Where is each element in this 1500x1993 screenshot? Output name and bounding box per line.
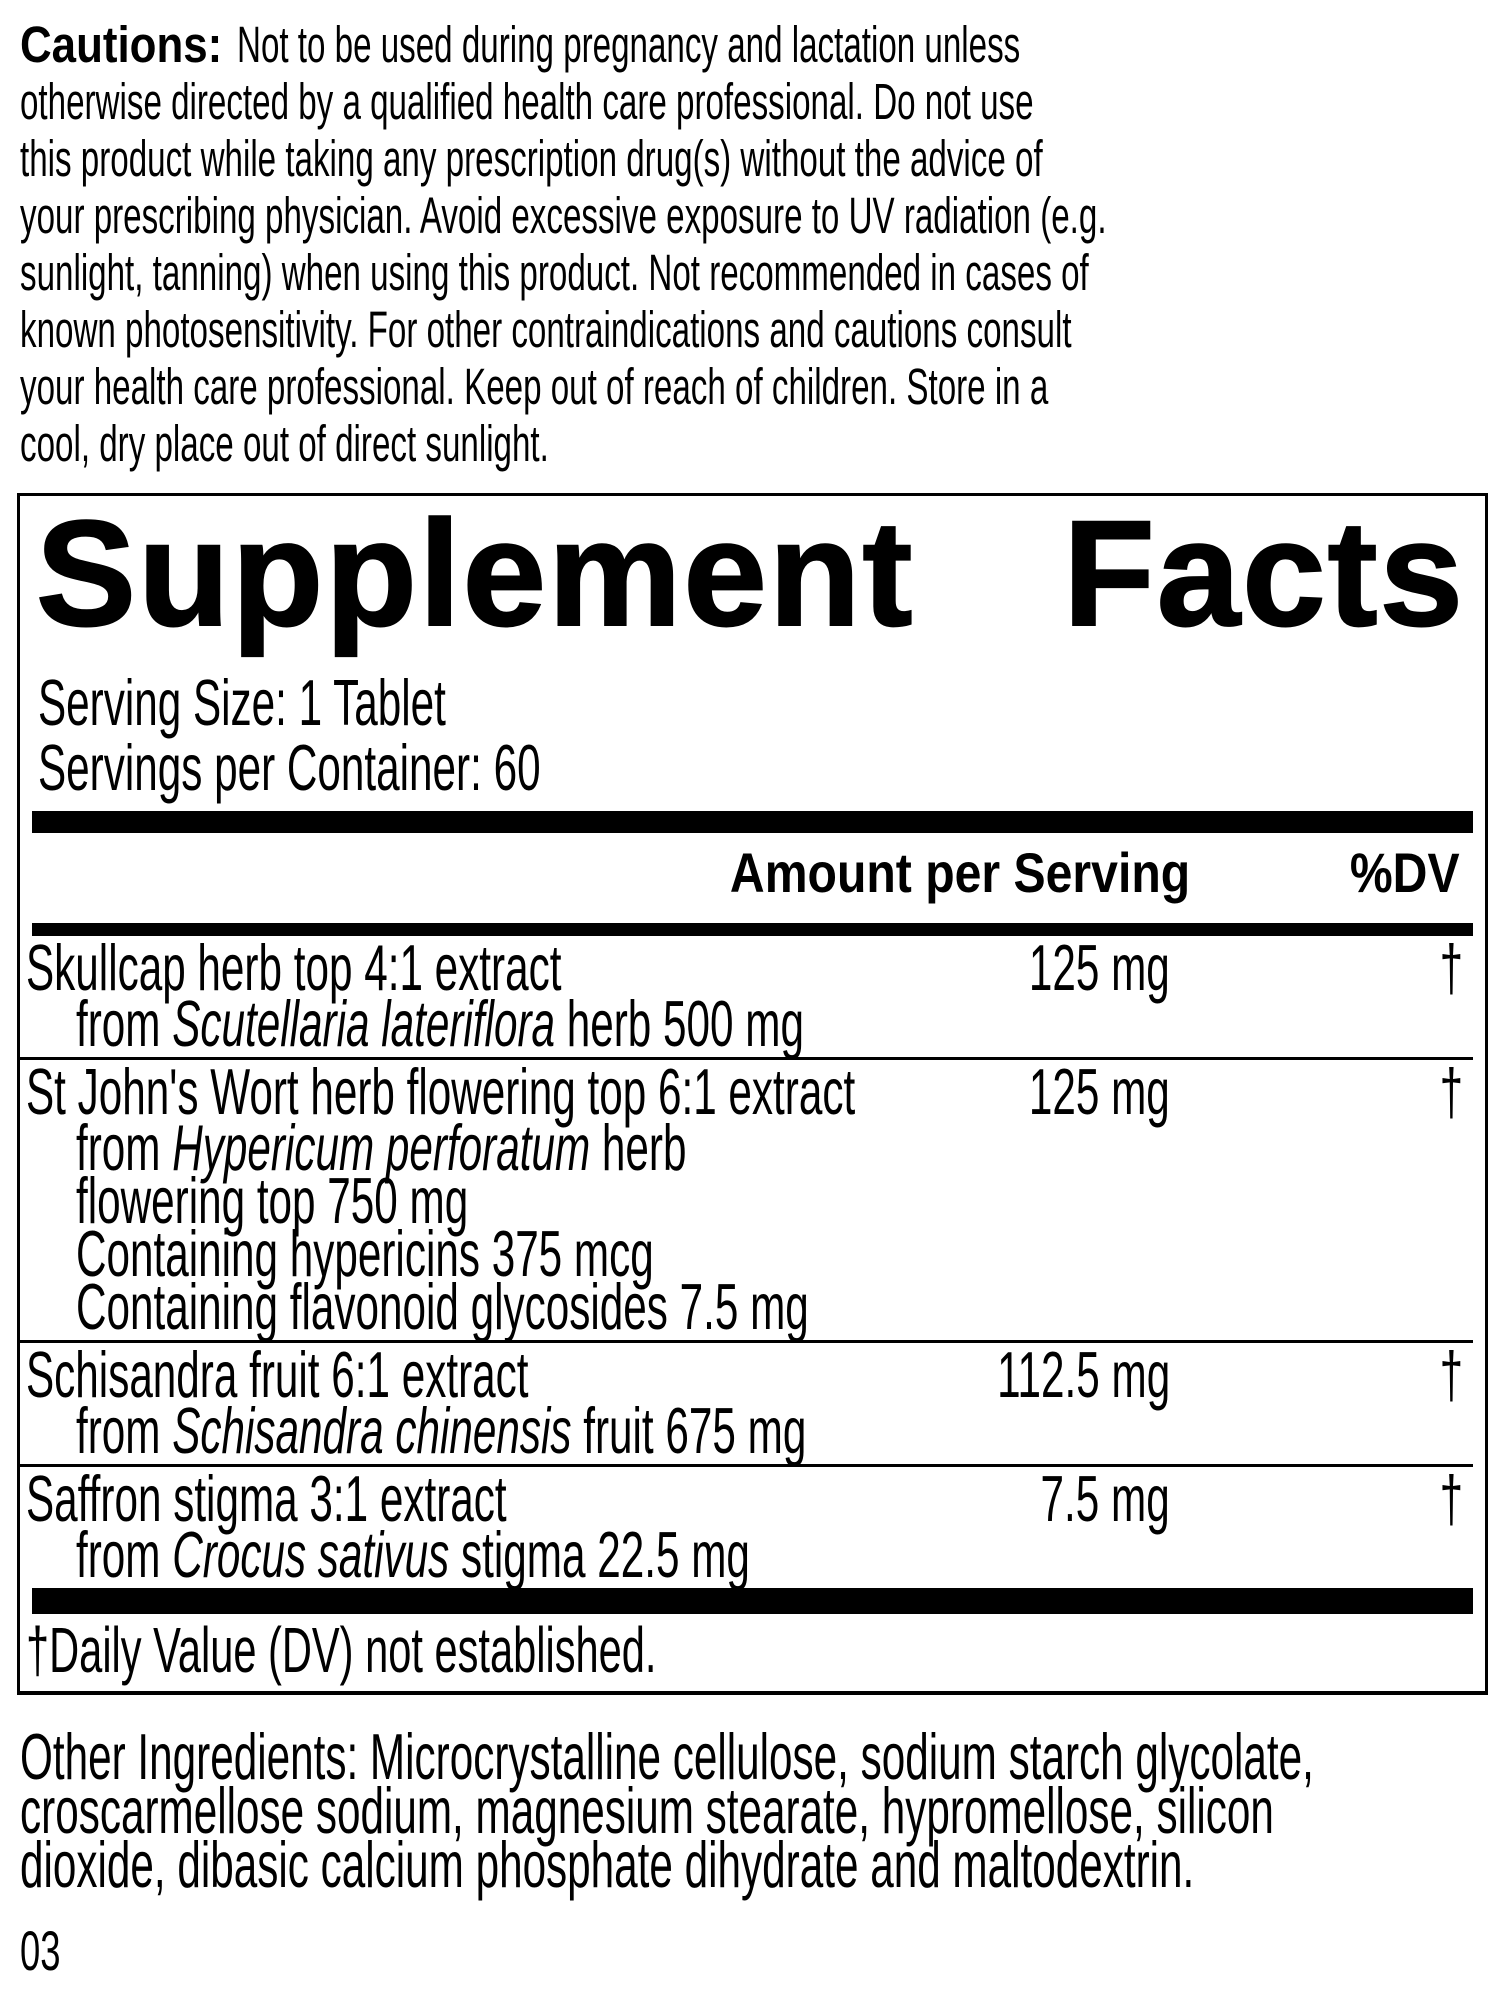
serving-size: Serving Size: 1 Tablet bbox=[38, 670, 1485, 735]
servings-per-container: Servings per Container: 60 bbox=[38, 735, 1485, 800]
ingredient-detail: flowering top 750 mg bbox=[26, 1168, 1485, 1233]
detail-text: from Scutellaria lateriflora herb 500 mg bbox=[76, 991, 804, 1056]
detail-text: from Crocus sativus stigma 22.5 mg bbox=[76, 1522, 750, 1587]
ingredient-main-line: Schisandra fruit 6:1 extract 112.5 mg † bbox=[26, 1338, 1485, 1411]
caution-line-text: this product while taking any prescripti… bbox=[20, 130, 1043, 187]
ingredient-detail: from Crocus sativus stigma 22.5 mg bbox=[26, 1522, 1485, 1587]
column-header-row: Amount per Serving %DV bbox=[20, 843, 1485, 903]
latin-name: Schisandra chinensis bbox=[172, 1394, 572, 1467]
ingredient-amount: 7.5 mg bbox=[1040, 1462, 1170, 1535]
panel-title-word-supplement: Supplement bbox=[35, 489, 915, 657]
ingredient-detail: from Scutellaria lateriflora herb 500 mg bbox=[26, 991, 1485, 1056]
row-divider bbox=[20, 1464, 1473, 1467]
caution-line-text: otherwise directed by a qualified health… bbox=[20, 73, 1034, 130]
other-ingredients-line: croscarmellose sodium, magnesium stearat… bbox=[20, 1774, 1500, 1847]
daily-value-symbol: † bbox=[1439, 1055, 1463, 1128]
other-ingredients-text: Other Ingredients: Microcrystalline cell… bbox=[20, 1720, 1314, 1793]
panel-title: Supplement Facts bbox=[20, 489, 1485, 657]
serving-info: Serving Size: 1 Tablet Servings per Cont… bbox=[20, 670, 1485, 800]
detail-text: Containing flavonoid glycosides 7.5 mg bbox=[76, 1274, 809, 1339]
page-number-text: 03 bbox=[20, 1919, 61, 1982]
daily-value-symbol: † bbox=[1439, 931, 1463, 1004]
other-ingredients: Other Ingredients: Microcrystalline cell… bbox=[20, 1720, 1500, 1901]
amount-per-serving-header: Amount per Serving bbox=[729, 841, 1190, 904]
caution-line: otherwise directed by a qualified health… bbox=[20, 73, 1500, 130]
cautions-text: Cautions: Not to be used during pregnancy… bbox=[20, 16, 1500, 472]
caution-line-text: cool, dry place out of direct sunlight. bbox=[20, 415, 549, 472]
supplement-facts-panel: Supplement Facts Serving Size: 1 Tablet … bbox=[17, 493, 1488, 1695]
ingredient-detail: from Hypericum perforatum herb bbox=[26, 1115, 1485, 1180]
ingredient-amount: 112.5 mg bbox=[996, 1338, 1170, 1411]
row-divider bbox=[20, 1340, 1473, 1343]
detail-pre: from bbox=[76, 1518, 173, 1591]
caution-line-text: your health care professional. Keep out … bbox=[20, 358, 1049, 415]
thick-bar-bottom bbox=[32, 1588, 1473, 1614]
percent-dv-header: %DV bbox=[1350, 841, 1460, 904]
caution-line: known photosensitivity. For other contra… bbox=[20, 301, 1500, 358]
daily-value-symbol: † bbox=[1439, 1338, 1463, 1411]
caution-line-text: sunlight, tanning) when using this produ… bbox=[20, 244, 1089, 301]
ingredient-row: Skullcap herb top 4:1 extract 125 mg † from… bbox=[20, 931, 1485, 1057]
caution-line: your health care professional. Keep out … bbox=[20, 358, 1500, 415]
ingredient-detail: from Schisandra chinensis fruit 675 mg bbox=[26, 1398, 1485, 1463]
ingredient-row: Schisandra fruit 6:1 extract 112.5 mg † fro… bbox=[20, 1338, 1485, 1464]
detail-text: from Hypericum perforatum herb bbox=[76, 1115, 686, 1180]
detail-text: from Schisandra chinensis fruit 675 mg bbox=[76, 1398, 806, 1463]
footnote-text: †Daily Value (DV) not established. bbox=[26, 1614, 657, 1686]
caution-line: cool, dry place out of direct sunlight. bbox=[20, 415, 1500, 472]
ingredient-amount: 125 mg bbox=[1029, 931, 1170, 1004]
detail-pre: Containing flavonoid glycosides 7.5 mg bbox=[76, 1270, 809, 1343]
other-ingredients-line: dioxide, dibasic calcium phosphate dihyd… bbox=[20, 1828, 1500, 1901]
detail-pre: flowering top 750 mg bbox=[76, 1164, 469, 1237]
detail-pre: from bbox=[76, 987, 173, 1060]
ingredient-row: St John's Wort herb flowering top 6:1 ex… bbox=[20, 1055, 1485, 1340]
detail-pre: from bbox=[76, 1394, 173, 1467]
page-number: 03 bbox=[20, 1919, 1500, 1982]
other-ingredients-text: dioxide, dibasic calcium phosphate dihyd… bbox=[20, 1828, 1195, 1901]
ingredient-detail: Containing flavonoid glycosides 7.5 mg bbox=[26, 1274, 1485, 1339]
latin-name: Scutellaria lateriflora bbox=[172, 987, 556, 1060]
ingredient-name: Skullcap herb top 4:1 extract bbox=[26, 931, 562, 1004]
caution-line-text: known photosensitivity. For other contra… bbox=[20, 301, 1072, 358]
detail-post: stigma 22.5 mg bbox=[449, 1518, 750, 1591]
panel-title-word-facts: Facts bbox=[1062, 489, 1465, 657]
detail-post: herb bbox=[590, 1111, 687, 1184]
ingredient-main-line: Saffron stigma 3:1 extract 7.5 mg † bbox=[26, 1462, 1485, 1535]
daily-value-symbol: † bbox=[1439, 1462, 1463, 1535]
ingredient-amount: 125 mg bbox=[1029, 1055, 1170, 1128]
ingredient-detail: Containing hypericins 375 mcg bbox=[26, 1221, 1485, 1286]
ingredient-row: Saffron stigma 3:1 extract 7.5 mg † from Cr… bbox=[20, 1462, 1485, 1588]
ingredient-main-line: Skullcap herb top 4:1 extract 125 mg † bbox=[26, 931, 1485, 1004]
thick-bar-under-header bbox=[32, 923, 1473, 936]
caution-line-text: Not to be used during pregnancy and lact… bbox=[237, 16, 1021, 73]
latin-name: Crocus sativus bbox=[172, 1518, 450, 1591]
caution-line-text: your prescribing physician. Avoid excess… bbox=[20, 187, 1107, 244]
ingredient-name: Schisandra fruit 6:1 extract bbox=[26, 1338, 529, 1411]
detail-post: fruit 675 mg bbox=[571, 1394, 807, 1467]
ingredient-name: Saffron stigma 3:1 extract bbox=[26, 1462, 507, 1535]
servings-per-container-text: Servings per Container: 60 bbox=[38, 731, 541, 804]
row-divider bbox=[20, 1057, 1473, 1060]
thick-bar-top bbox=[32, 811, 1473, 833]
caution-line: Cautions: Not to be used during pregnancy… bbox=[20, 16, 1500, 73]
cautions-label: Cautions: bbox=[20, 16, 223, 73]
detail-text: Containing hypericins 375 mcg bbox=[76, 1221, 654, 1286]
ingredient-name: St John's Wort herb flowering top 6:1 ex… bbox=[26, 1055, 856, 1128]
detail-pre: from bbox=[76, 1111, 173, 1184]
other-ingredients-line: Other Ingredients: Microcrystalline cell… bbox=[20, 1720, 1500, 1793]
serving-size-text: Serving Size: 1 Tablet bbox=[38, 666, 446, 739]
latin-name: Hypericum perforatum bbox=[172, 1111, 591, 1184]
detail-post: herb 500 mg bbox=[555, 987, 804, 1060]
footnote: †Daily Value (DV) not established. bbox=[20, 1614, 1485, 1691]
ingredient-main-line: St John's Wort herb flowering top 6:1 ex… bbox=[26, 1055, 1485, 1128]
caution-line: your prescribing physician. Avoid excess… bbox=[20, 187, 1500, 244]
other-ingredients-text: croscarmellose sodium, magnesium stearat… bbox=[20, 1774, 1274, 1847]
detail-pre: Containing hypericins 375 mcg bbox=[76, 1217, 654, 1290]
detail-text: flowering top 750 mg bbox=[76, 1168, 468, 1233]
caution-line: this product while taking any prescripti… bbox=[20, 130, 1500, 187]
ingredient-rows: Skullcap herb top 4:1 extract 125 mg † from… bbox=[20, 931, 1485, 1588]
caution-line: sunlight, tanning) when using this produ… bbox=[20, 244, 1500, 301]
